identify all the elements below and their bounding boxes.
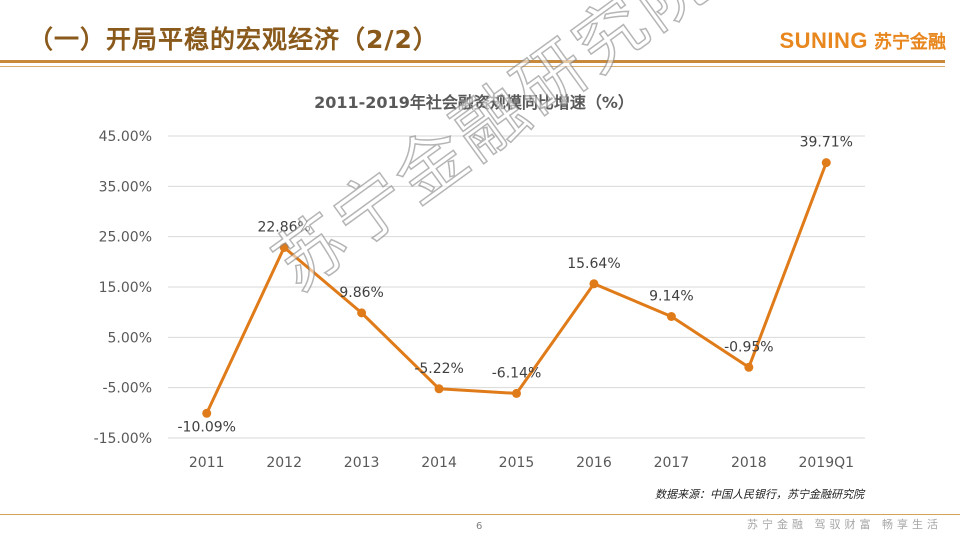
data-point (279, 242, 289, 252)
data-point (666, 311, 676, 321)
data-point (821, 158, 831, 168)
data-label: -6.14% (492, 365, 542, 381)
x-tick-label: 2017 (654, 455, 690, 471)
data-label: -0.95% (724, 339, 774, 355)
x-axis-labels: 2011 2012 2013 2014 2015 2016 2017 2018 2019Q1 (189, 455, 854, 471)
data-point (202, 408, 212, 418)
y-axis-labels: 45.00% 35.00% 25.00% 15.00% 5.00% -5.00% -15.0… (94, 129, 152, 447)
data-point (589, 279, 599, 289)
chart-title: 2011-2019年社会融资规模同比增速（%） (314, 93, 634, 112)
y-tick-label: -5.00% (102, 381, 152, 397)
y-tick-label: 25.00% (99, 230, 152, 246)
grid-lines (168, 135, 865, 439)
y-tick-label: 5.00% (108, 330, 152, 346)
data-point (512, 388, 521, 398)
title-divider-thin (0, 66, 945, 67)
title-divider (0, 60, 945, 63)
data-label: -10.09% (178, 419, 236, 435)
data-point (434, 384, 444, 394)
brand-logo-cn: 苏宁金融 (874, 32, 946, 53)
y-tick-label: 35.00% (99, 179, 152, 195)
brand-logo-en: SUNING (779, 28, 868, 53)
data-points (202, 158, 831, 418)
data-point (357, 308, 367, 318)
y-tick-label: -15.00% (94, 431, 152, 447)
data-source-note: 数据来源：中国人民银行，苏宁金融研究院 (655, 488, 864, 501)
data-point (744, 362, 754, 372)
x-tick-label: 2015 (499, 455, 535, 471)
data-labels: -10.09% 22.86% 9.86% -5.22% -6.14% 15.64% 9.14… (178, 135, 853, 436)
data-label: 39.71% (800, 135, 853, 151)
data-label: 15.64% (567, 256, 620, 272)
x-tick-label: 2014 (421, 455, 457, 471)
y-tick-label: 45.00% (99, 129, 152, 145)
x-tick-label: 2013 (344, 455, 380, 471)
brand-logo: SUNING 苏宁金融 (779, 28, 946, 54)
page-number: 6 (476, 521, 483, 532)
footer-divider (0, 514, 960, 515)
data-label: -5.22% (414, 361, 464, 377)
x-tick-label: 2019Q1 (798, 455, 854, 471)
x-tick-label: 2018 (731, 455, 767, 471)
data-label: 22.86% (257, 219, 310, 235)
data-label: 9.14% (649, 288, 693, 304)
x-tick-label: 2012 (266, 455, 302, 471)
footer-slogan: 苏宁金融 驾驭财富 畅享生活 (747, 518, 942, 531)
x-tick-label: 2016 (576, 455, 612, 471)
slide-title: （一）开局平稳的宏观经济（2/2） (28, 25, 439, 54)
x-tick-label: 2011 (189, 455, 225, 471)
data-label: 9.86% (339, 285, 383, 301)
y-tick-label: 15.00% (99, 280, 152, 296)
